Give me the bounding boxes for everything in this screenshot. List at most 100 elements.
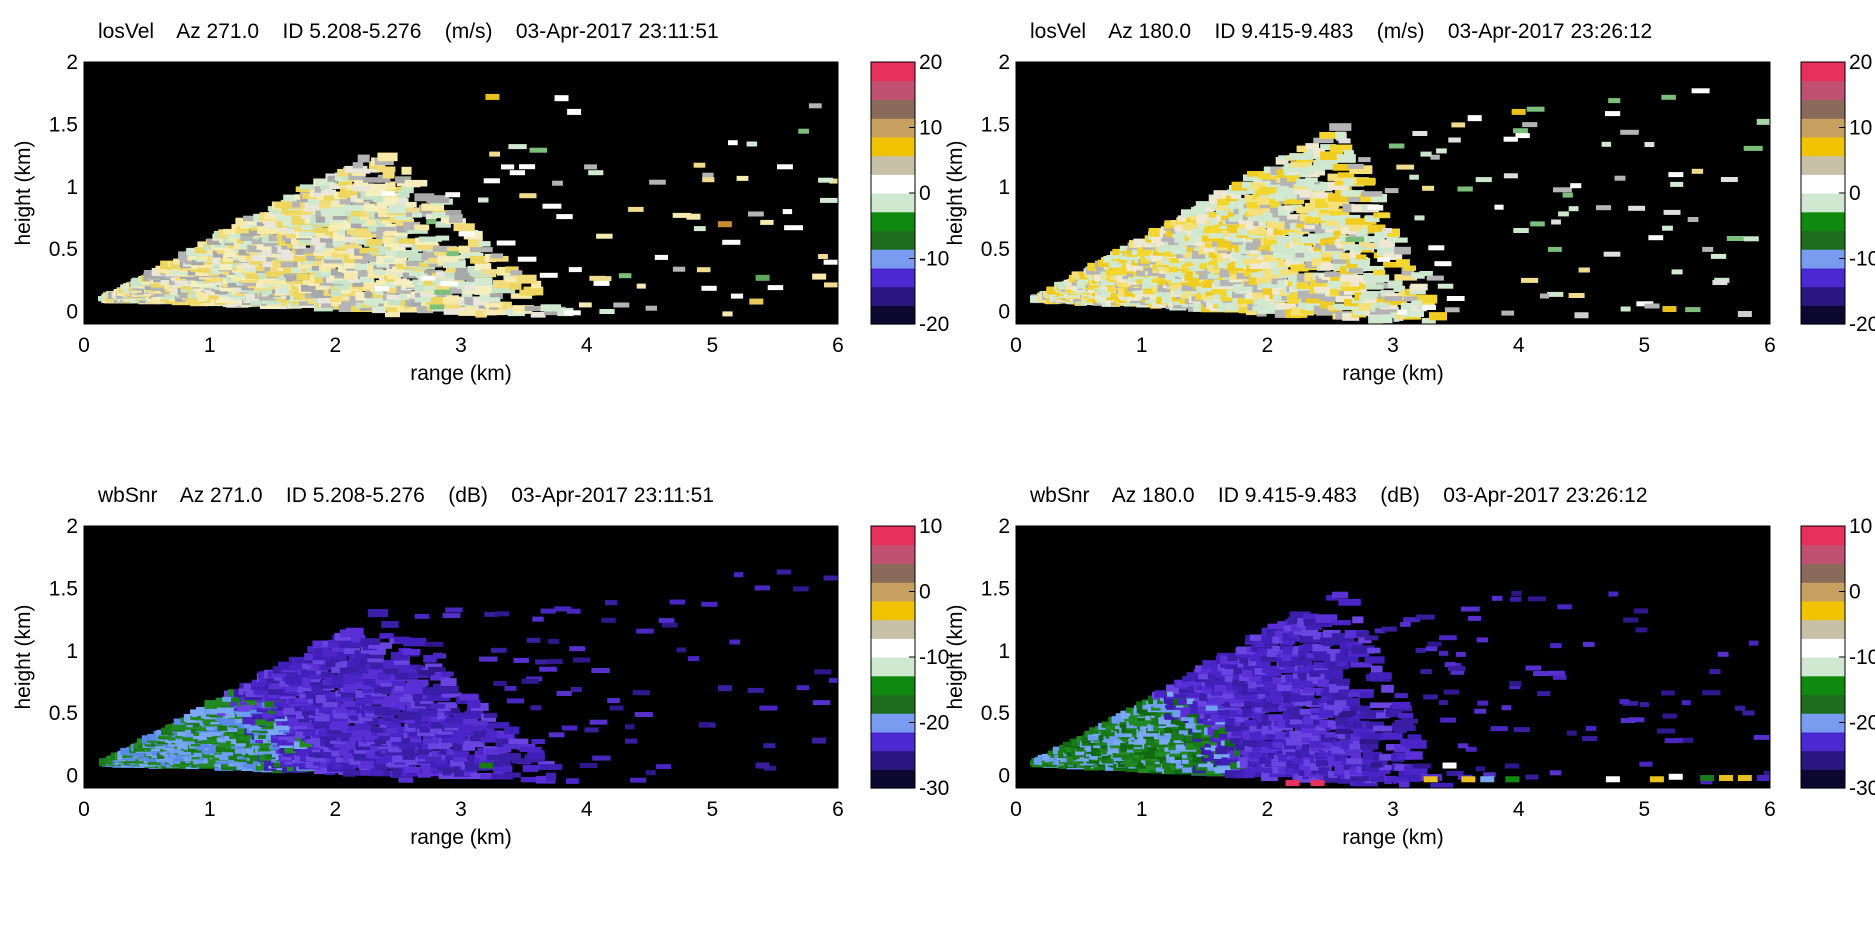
data-cell (1396, 164, 1415, 170)
colorbar-tick-label: 0 (919, 581, 931, 604)
data-cell (1255, 226, 1266, 235)
data-cell (343, 675, 364, 685)
data-cell (295, 248, 308, 255)
data-cell (1296, 178, 1311, 187)
data-cell (497, 758, 511, 765)
data-cell (754, 585, 771, 591)
data-cell (1384, 188, 1399, 194)
data-cell (1349, 165, 1373, 174)
data-cell (441, 692, 462, 698)
data-cell (717, 685, 732, 692)
data-cell (1252, 213, 1275, 222)
data-cell (763, 743, 776, 749)
data-cell (313, 645, 326, 652)
data-cell (336, 695, 354, 702)
data-cell (331, 294, 344, 302)
data-cell (331, 287, 346, 297)
data-cell (1224, 723, 1239, 732)
data-cell (1316, 230, 1332, 239)
data-cell (1197, 706, 1209, 715)
data-cell (388, 297, 402, 306)
data-cell (1283, 163, 1307, 172)
data-cell (323, 248, 347, 256)
data-cell (354, 726, 371, 736)
data-cell (404, 766, 426, 773)
data-cell (1288, 301, 1302, 308)
data-cell (636, 628, 654, 634)
data-cell (380, 280, 396, 288)
data-cell (483, 712, 498, 718)
data-cell (236, 709, 261, 717)
x-tick-label: 6 (832, 334, 844, 357)
data-cell (1340, 283, 1360, 291)
data-cell (301, 667, 319, 675)
data-cell (1685, 307, 1701, 313)
data-cell (449, 757, 464, 767)
data-cell (556, 691, 572, 696)
data-cell (354, 722, 372, 731)
data-cell (382, 668, 400, 674)
data-cell (702, 177, 715, 183)
data-cell (429, 727, 442, 734)
data-cell (453, 769, 471, 777)
data-cell (390, 256, 408, 264)
data-cell (401, 166, 412, 175)
data-cell (1304, 272, 1318, 282)
data-cell (314, 715, 338, 722)
data-cell (1570, 183, 1582, 189)
data-cell (506, 698, 524, 704)
data-cell (363, 280, 375, 290)
data-cell (383, 197, 405, 203)
data-cell (1662, 225, 1673, 231)
data-cell (438, 746, 450, 755)
data-cell (1337, 195, 1354, 202)
data-cell (1501, 310, 1515, 316)
data-cell (1370, 274, 1390, 282)
data-cell (411, 304, 422, 312)
data-cell (443, 767, 461, 773)
data-cell (408, 252, 432, 261)
x-tick-label: 2 (1261, 334, 1273, 357)
data-cell (376, 200, 398, 207)
data-cell (1320, 238, 1332, 246)
data-cell (493, 680, 507, 686)
x-tick-label: 0 (78, 334, 90, 357)
data-cell (307, 196, 326, 206)
data-cell (1383, 261, 1407, 268)
data-cell (394, 211, 411, 220)
data-cell (1350, 257, 1371, 264)
colorbar-band (1801, 155, 1845, 175)
data-cell (280, 199, 303, 209)
data-cell (321, 189, 336, 196)
data-cell (359, 659, 378, 668)
data-cell (412, 692, 429, 701)
data-cell (432, 212, 455, 218)
data-cell (212, 267, 224, 274)
colorbar-band (871, 713, 915, 733)
data-cell (344, 672, 366, 678)
y-tick-label: 2 (66, 51, 78, 74)
data-cell (1357, 263, 1370, 269)
data-cell (204, 700, 227, 709)
data-cell (473, 730, 496, 738)
data-cell (649, 179, 666, 185)
data-cell (501, 164, 515, 170)
data-cell (527, 750, 545, 759)
data-cell (255, 717, 273, 726)
y-tick-label: 1 (66, 176, 78, 199)
y-tick-label: 0 (66, 765, 78, 788)
data-cell (1220, 213, 1238, 221)
data-cell (1414, 215, 1425, 221)
data-cell (1085, 731, 1100, 739)
data-cell (546, 772, 557, 782)
data-cell (362, 177, 382, 183)
data-cell (812, 700, 831, 706)
data-cell (464, 761, 483, 770)
data-cell (1358, 302, 1379, 311)
data-cell (1246, 201, 1262, 209)
data-cell (405, 201, 417, 208)
data-cell (1430, 154, 1440, 160)
data-cell (323, 706, 338, 715)
data-cell (1230, 192, 1242, 199)
